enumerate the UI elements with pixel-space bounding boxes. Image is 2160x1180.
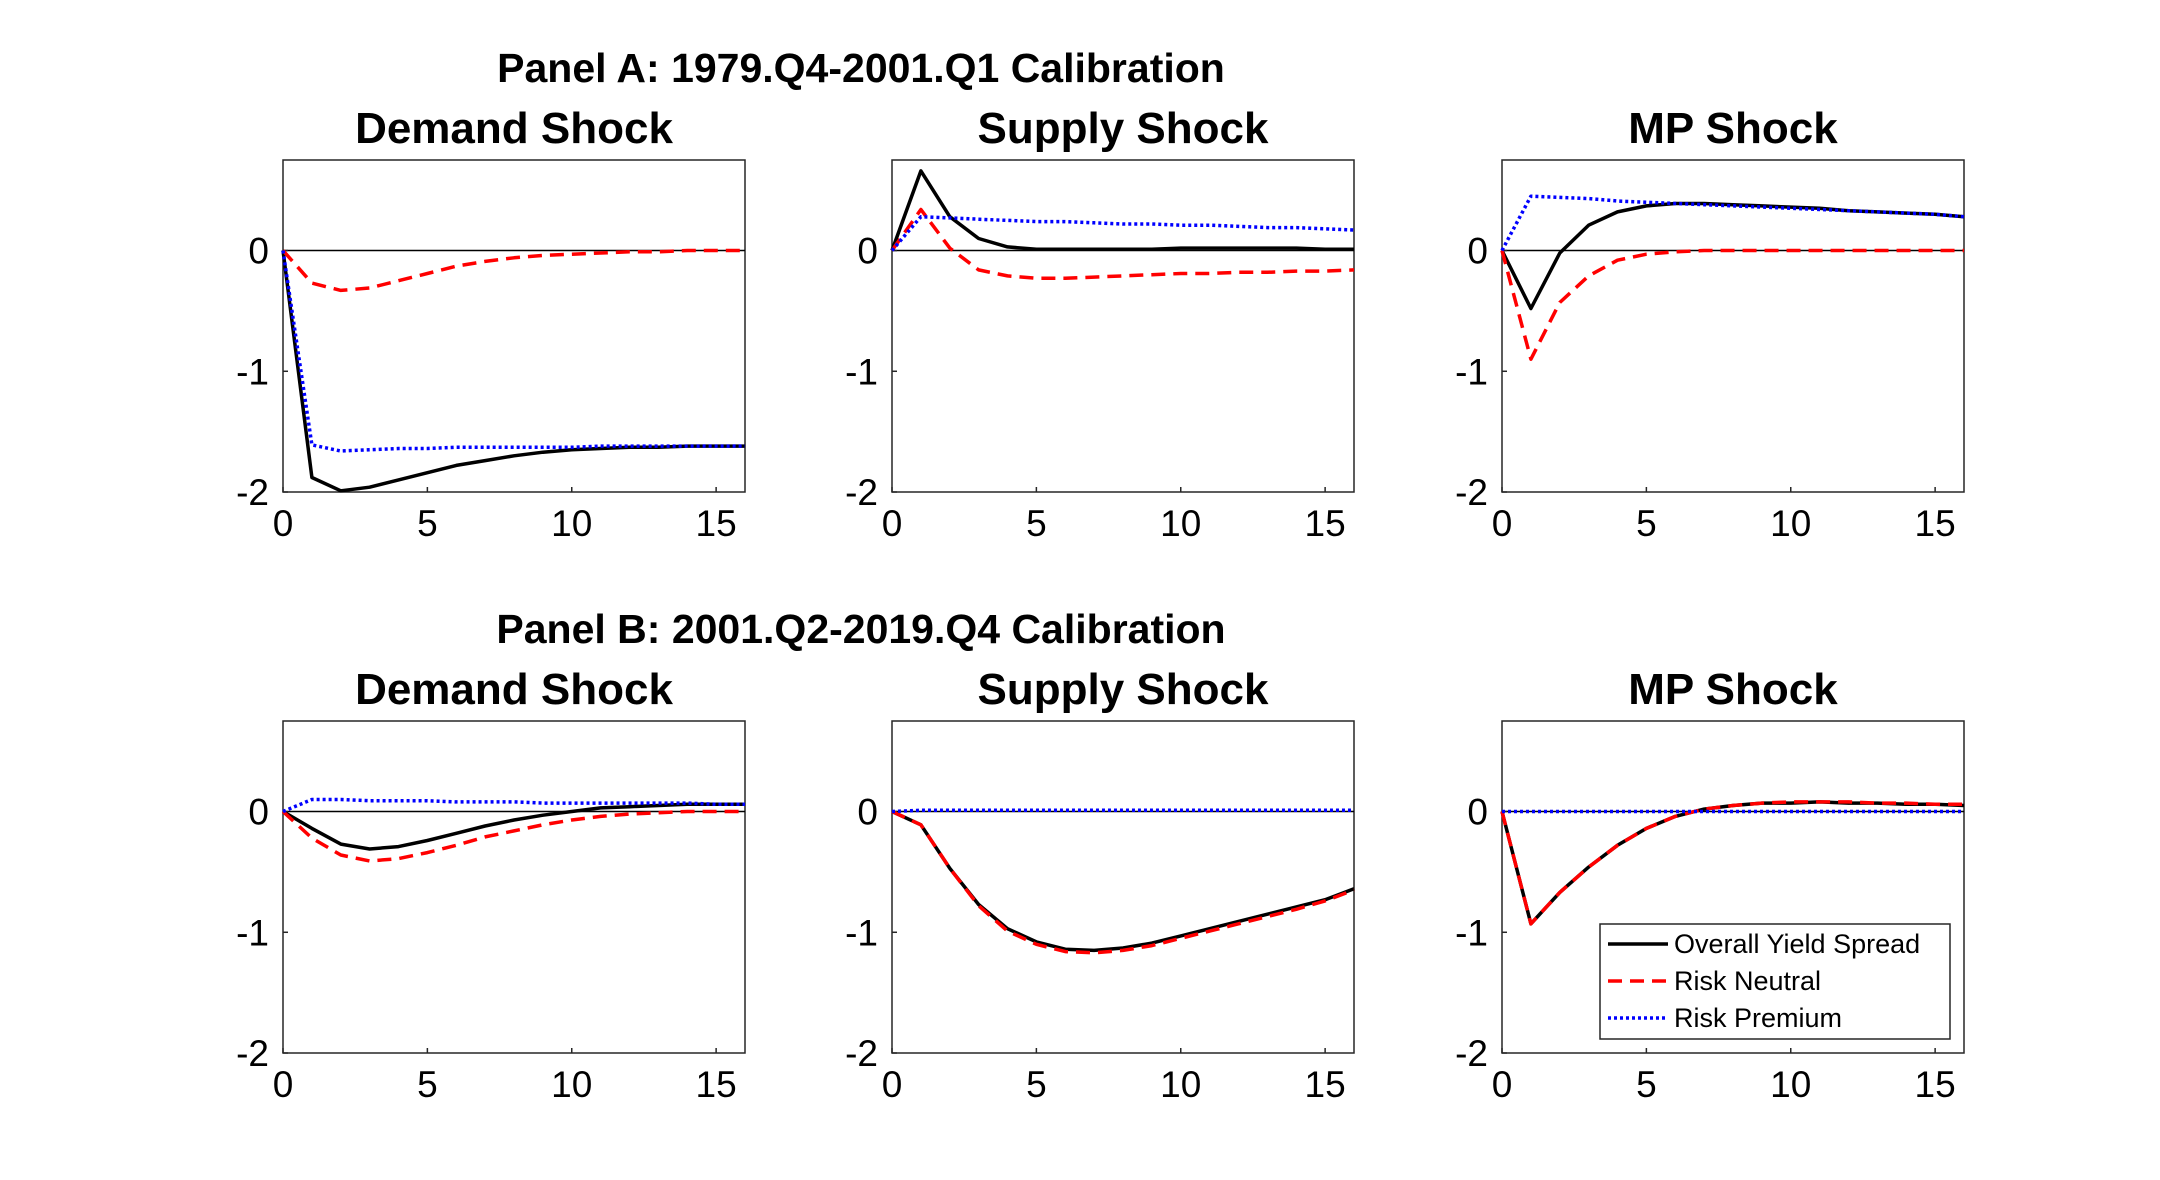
y-tick-label: -1 (845, 351, 878, 392)
x-tick-label: 15 (696, 1064, 737, 1105)
panel-a-mp-shock-plot: MP Shock 0 5 10 15 0 -1 -2 (1455, 104, 1965, 544)
y-tick-label: 0 (248, 231, 269, 272)
series-line-premium (890, 214, 1355, 252)
series-line-neutral (891, 809, 1355, 955)
series-line-neutral (281, 809, 745, 863)
legend-entry-premium: Risk Premium (1608, 1003, 1842, 1033)
x-tick-label: 0 (273, 503, 294, 544)
y-tick-label: -2 (1455, 472, 1488, 513)
axes-box (891, 720, 1355, 1054)
x-tick-label: 10 (551, 1064, 592, 1105)
panel-b-mp-shock-plot: MP Shock 0 5 10 15 0 -1 -2 (1455, 665, 1965, 1105)
x-tick-label: 5 (1636, 503, 1657, 544)
panel-a-demand-shock-plot: Demand Shock 0 5 10 15 0 -1 -2 (236, 104, 746, 544)
y-tick-label: 0 (1467, 792, 1488, 833)
x-tick-label: 0 (882, 503, 903, 544)
panel-b-title: Panel B: 2001.Q2-2019.Q4 Calibration (496, 606, 1225, 652)
x-tick-label: 15 (696, 503, 737, 544)
y-tick-label: 0 (248, 792, 269, 833)
series-line-overall (1500, 201, 1965, 311)
series-line-neutral (890, 207, 1355, 281)
axes-box (891, 159, 1355, 493)
legend: Overall Yield Spread Risk Neutral Risk P… (1599, 923, 1951, 1040)
y-tick-label: 0 (857, 792, 878, 833)
x-tick-label: 15 (1915, 503, 1956, 544)
subplot-title: MP Shock (1628, 665, 1838, 714)
x-tick-label: 10 (1160, 503, 1201, 544)
legend-label-premium: Risk Premium (1674, 1003, 1842, 1033)
x-tick-label: 15 (1305, 503, 1346, 544)
y-tick-label: -1 (845, 912, 878, 953)
series-line-premium (282, 797, 745, 814)
subplot-title: Demand Shock (355, 665, 673, 714)
y-tick-label: -2 (236, 472, 269, 513)
x-tick-label: 5 (1026, 503, 1047, 544)
x-tick-label: 0 (1492, 1064, 1513, 1105)
axes-box (282, 159, 746, 493)
subplot-title: Supply Shock (978, 665, 1269, 714)
legend-label-neutral: Risk Neutral (1674, 966, 1821, 996)
series-line-premium (891, 808, 1354, 814)
y-tick-label: -1 (236, 912, 269, 953)
series-line-overall (281, 250, 745, 493)
y-tick-label: -2 (845, 472, 878, 513)
series-line-neutral (1500, 800, 1964, 926)
axes-box (1501, 720, 1965, 1054)
series-line-overall (890, 169, 1354, 252)
y-tick-label: 0 (1467, 231, 1488, 272)
axes-box (282, 720, 746, 1054)
x-tick-label: 5 (1026, 1064, 1047, 1105)
y-tick-label: -2 (236, 1033, 269, 1074)
x-tick-label: 10 (1770, 503, 1811, 544)
y-tick-label: -1 (1455, 351, 1488, 392)
subplot-title: MP Shock (1628, 104, 1838, 153)
y-tick-label: 0 (857, 231, 878, 272)
series-line-overall (1500, 800, 1965, 926)
x-tick-label: 10 (1160, 1064, 1201, 1105)
x-tick-label: 0 (273, 1064, 294, 1105)
legend-entry-overall: Overall Yield Spread (1608, 929, 1920, 959)
panel-a-title: Panel A: 1979.Q4-2001.Q1 Calibration (497, 45, 1225, 91)
series-line-premium (281, 250, 745, 453)
subplot-title: Supply Shock (978, 104, 1269, 153)
axes-box (1501, 159, 1965, 493)
x-tick-label: 5 (417, 1064, 438, 1105)
y-tick-label: -2 (845, 1033, 878, 1074)
panel-b-supply-shock-plot: Supply Shock 0 5 10 15 0 -1 -2 (845, 665, 1355, 1105)
x-tick-label: 15 (1915, 1064, 1956, 1105)
y-tick-label: -1 (236, 351, 269, 392)
x-tick-label: 5 (417, 503, 438, 544)
x-tick-label: 5 (1636, 1064, 1657, 1105)
legend-label-overall: Overall Yield Spread (1674, 929, 1920, 959)
series-line-overall (282, 802, 745, 851)
y-tick-label: -2 (1455, 1033, 1488, 1074)
x-tick-label: 10 (551, 503, 592, 544)
panel-a-supply-shock-plot: Supply Shock 0 5 10 15 0 -1 -2 (845, 104, 1355, 544)
x-tick-label: 0 (1492, 503, 1513, 544)
y-tick-label: -1 (1455, 912, 1488, 953)
x-tick-label: 10 (1770, 1064, 1811, 1105)
x-tick-label: 15 (1305, 1064, 1346, 1105)
panel-b-demand-shock-plot: Demand Shock 0 5 10 15 0 -1 -2 (236, 665, 746, 1105)
series-line-premium (1500, 194, 1965, 252)
series-line-neutral (281, 248, 745, 293)
series-line-neutral (1500, 248, 1964, 361)
subplot-title: Demand Shock (355, 104, 673, 153)
legend-entry-neutral: Risk Neutral (1608, 966, 1821, 996)
x-tick-label: 0 (882, 1064, 903, 1105)
